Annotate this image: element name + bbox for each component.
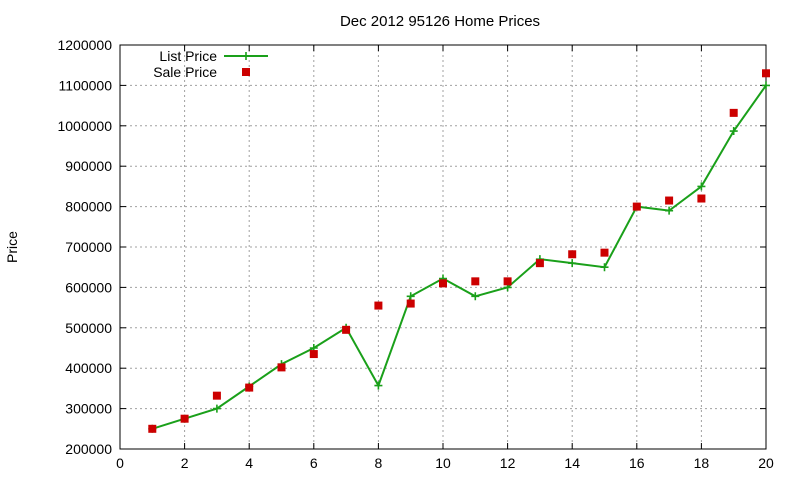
data-point: [374, 301, 383, 310]
y-tick-label: 800000: [65, 199, 112, 215]
data-point: [697, 182, 706, 191]
y-tick-label: 400000: [65, 360, 112, 376]
legend-label: Sale Price: [153, 64, 217, 80]
legend-marker: [242, 68, 250, 76]
x-tick-label: 8: [375, 455, 383, 471]
data-point: [406, 299, 415, 308]
x-tick-label: 18: [694, 455, 710, 471]
x-tick-label: 0: [116, 455, 124, 471]
data-point: [535, 259, 544, 268]
x-tick-label: 14: [564, 455, 580, 471]
data-point: [212, 404, 221, 413]
x-tick-label: 4: [245, 455, 253, 471]
data-point: [439, 279, 447, 288]
data-point: [342, 325, 351, 334]
data-point: [374, 381, 383, 390]
y-tick-label: 600000: [65, 279, 112, 295]
x-tick-label: 20: [758, 455, 774, 471]
y-axis-label: Price: [4, 231, 20, 263]
data-point: [277, 363, 286, 372]
data-point: [245, 383, 254, 392]
y-tick-label: 900000: [65, 158, 112, 174]
x-tick-label: 12: [500, 455, 516, 471]
data-point: [600, 248, 609, 257]
series-list-price: [148, 81, 770, 433]
data-point: [406, 292, 415, 301]
data-point: [729, 108, 738, 117]
y-tick-label: 1100000: [59, 77, 113, 93]
x-tick-label: 6: [310, 455, 318, 471]
y-tick-label: 200000: [65, 441, 112, 457]
data-point: [148, 424, 157, 433]
y-tick-label: 300000: [65, 401, 112, 417]
x-tick-label: 16: [629, 455, 645, 471]
y-tick-label: 500000: [65, 320, 112, 336]
data-point: [762, 81, 770, 90]
chart-title: Dec 2012 95126 Home Prices: [340, 13, 540, 30]
data-point: [471, 277, 480, 286]
legend-label: List Price: [159, 48, 217, 64]
data-point: [762, 69, 770, 78]
y-tick-label: 700000: [65, 239, 112, 255]
x-tick-label: 2: [181, 455, 189, 471]
data-point: [309, 350, 318, 359]
data-point: [600, 263, 609, 272]
data-point: [212, 391, 221, 400]
y-tick-label: 1000000: [57, 118, 112, 134]
data-point: [697, 194, 706, 203]
data-point: [632, 202, 641, 211]
x-tick-label: 10: [435, 455, 451, 471]
series-sale-price: [148, 69, 770, 433]
data-point: [568, 259, 577, 268]
data-point: [665, 206, 674, 215]
data-point: [471, 292, 480, 301]
data-point: [729, 127, 738, 136]
y-tick-label: 1200000: [57, 37, 112, 53]
grid: [120, 45, 766, 449]
axes: 200000 300000 400000 500000 600000 700000 8000…: [57, 37, 774, 471]
legend-marker: [242, 52, 250, 60]
data-point: [503, 277, 512, 286]
series-layer: [148, 69, 770, 433]
data-point: [665, 196, 674, 205]
series-line: [152, 84, 767, 430]
data-point: [180, 414, 189, 423]
data-point: [568, 250, 577, 259]
